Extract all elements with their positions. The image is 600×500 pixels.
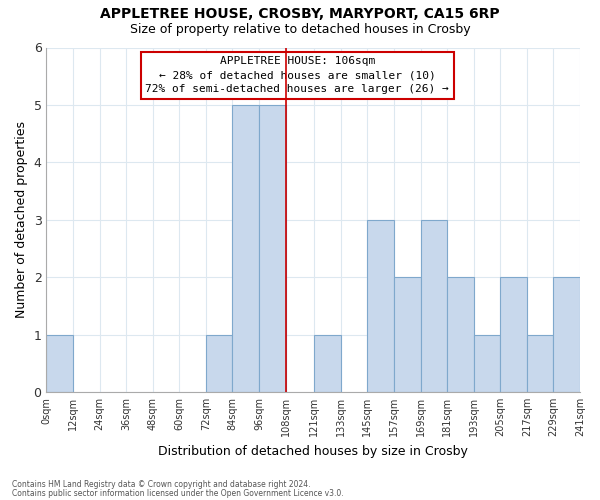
Bar [527, 334, 553, 392]
Bar [367, 220, 394, 392]
Y-axis label: Number of detached properties: Number of detached properties [15, 121, 28, 318]
Text: Size of property relative to detached houses in Crosby: Size of property relative to detached ho… [130, 22, 470, 36]
Bar [421, 220, 447, 392]
Text: APPLETREE HOUSE, CROSBY, MARYPORT, CA15 6RP: APPLETREE HOUSE, CROSBY, MARYPORT, CA15 … [100, 8, 500, 22]
Text: Contains public sector information licensed under the Open Government Licence v3: Contains public sector information licen… [12, 488, 344, 498]
Bar [259, 105, 286, 392]
Bar [206, 334, 232, 392]
Bar [500, 277, 527, 392]
Bar [232, 105, 259, 392]
Bar [474, 334, 500, 392]
Bar [394, 277, 421, 392]
Bar [553, 277, 580, 392]
Bar [447, 277, 474, 392]
Text: APPLETREE HOUSE: 106sqm
← 28% of detached houses are smaller (10)
72% of semi-de: APPLETREE HOUSE: 106sqm ← 28% of detache… [145, 56, 449, 94]
Bar [46, 334, 73, 392]
Bar [314, 334, 341, 392]
Text: Contains HM Land Registry data © Crown copyright and database right 2024.: Contains HM Land Registry data © Crown c… [12, 480, 311, 489]
X-axis label: Distribution of detached houses by size in Crosby: Distribution of detached houses by size … [158, 444, 468, 458]
